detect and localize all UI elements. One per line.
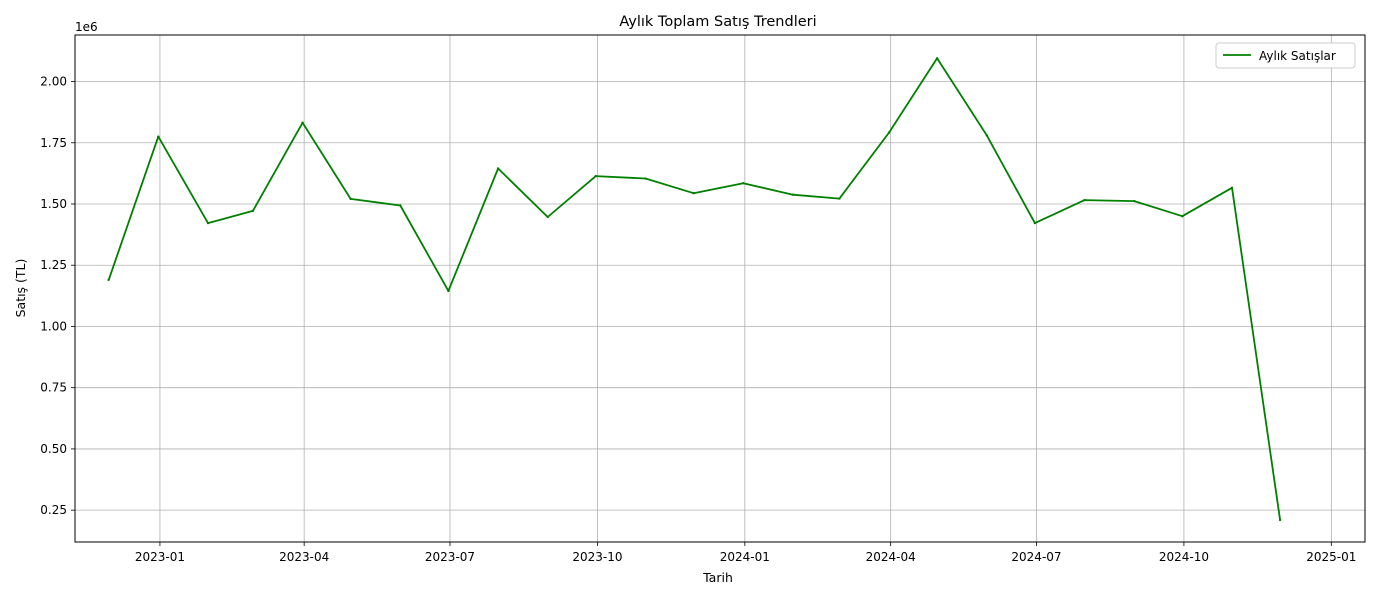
y-tick-label: 0.50 <box>40 442 67 456</box>
data-point <box>1278 518 1282 522</box>
y-tick-label: 0.25 <box>40 503 67 517</box>
grid <box>75 35 1365 542</box>
y-axis-multiplier: 1e6 <box>75 20 98 34</box>
legend: Aylık Satışlar <box>1215 42 1356 69</box>
x-tick-label: 2023-10 <box>572 550 622 564</box>
x-axis-label: Tarih <box>702 570 733 585</box>
x-tick-label: 2024-01 <box>720 550 770 564</box>
plot-frame <box>74 34 1366 543</box>
data-point <box>985 134 989 137</box>
x-tick-label: 2024-07 <box>1011 550 1061 564</box>
y-tick-label: 1.25 <box>40 258 67 272</box>
data-point <box>1133 199 1136 203</box>
y-tick-label: 1.75 <box>40 136 67 150</box>
x-tick-label: 2024-10 <box>1159 550 1209 564</box>
y-axis-label: Satış (TL) <box>13 259 28 318</box>
y-tick-label: 1.00 <box>40 319 67 333</box>
series-layer <box>107 57 1282 522</box>
data-point <box>1230 186 1234 190</box>
x-tick-label: 2023-04 <box>279 550 329 564</box>
data-point <box>791 193 795 196</box>
y-tick-label: 2.00 <box>40 75 67 89</box>
data-point <box>1083 198 1086 202</box>
data-point <box>935 57 939 60</box>
data-point <box>447 289 450 293</box>
data-point <box>742 181 745 185</box>
data-point <box>546 215 549 219</box>
axis-ticks: 2023-01 2023-04 2023-07 2023-10 2024-01 2024-… <box>40 75 1356 564</box>
legend-box <box>1215 42 1356 69</box>
data-point <box>107 278 110 282</box>
data-point <box>838 197 841 200</box>
legend-label: Aylık Satışlar <box>1259 49 1336 63</box>
x-tick-label: 2023-07 <box>425 550 475 564</box>
data-point <box>644 177 647 180</box>
x-tick-label: 2025-01 <box>1306 550 1356 564</box>
data-point <box>692 192 695 195</box>
x-tick-label: 2023-01 <box>135 550 185 564</box>
data-point <box>594 174 598 178</box>
chart-title: Aylık Toplam Satış Trendleri <box>619 14 816 30</box>
data-point <box>301 121 304 124</box>
data-point <box>206 221 210 225</box>
data-point <box>1033 221 1037 225</box>
data-point <box>251 209 255 213</box>
x-tick-label: 2024-04 <box>866 550 916 564</box>
data-point <box>496 167 500 170</box>
data-point <box>349 197 352 201</box>
y-tick-label: 0.75 <box>40 381 67 395</box>
data-point <box>1181 215 1184 218</box>
data-point <box>399 204 402 207</box>
data-point <box>887 131 891 134</box>
data-point <box>157 135 160 138</box>
y-tick-label: 1.50 <box>40 197 67 211</box>
